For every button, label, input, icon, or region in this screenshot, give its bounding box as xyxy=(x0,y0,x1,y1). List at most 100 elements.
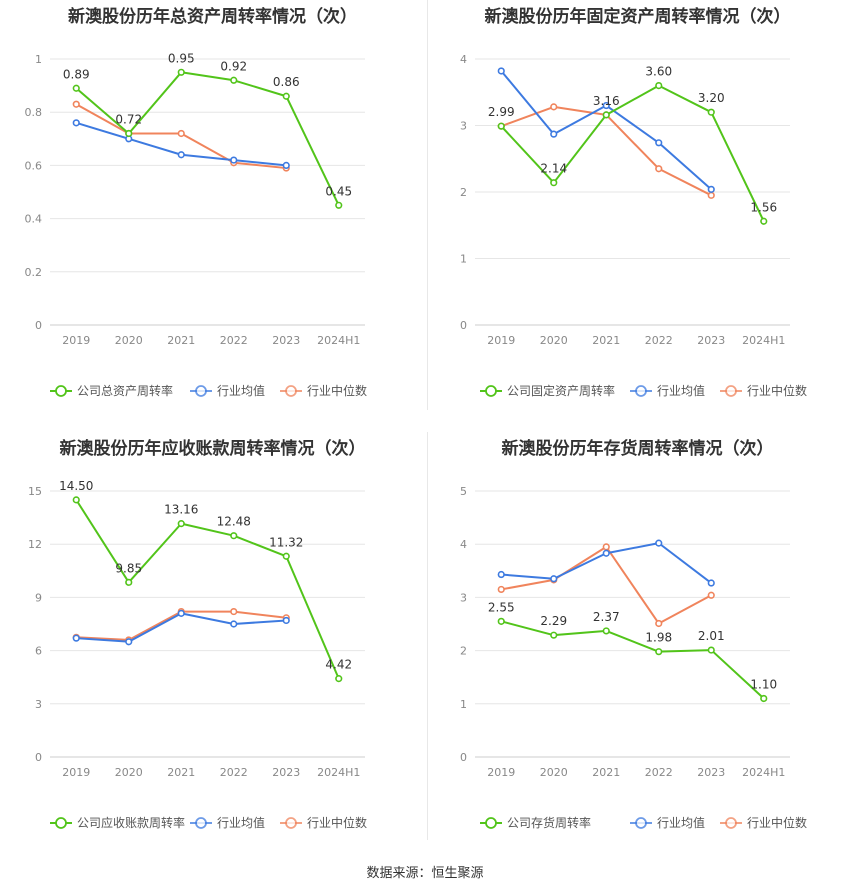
y-tick-label: 0.4 xyxy=(25,213,43,226)
x-tick-label: 2022 xyxy=(645,766,673,779)
data-point xyxy=(602,111,610,119)
x-tick-label: 2024H1 xyxy=(317,766,360,779)
y-tick-label: 1 xyxy=(35,53,42,66)
legend-marker xyxy=(55,817,67,829)
series-line xyxy=(76,612,287,643)
data-point xyxy=(602,101,610,110)
data-point xyxy=(72,496,80,504)
x-tick-label: 2020 xyxy=(540,766,568,779)
data-point xyxy=(760,217,768,225)
legend-marker xyxy=(195,385,207,397)
data-point xyxy=(125,129,133,138)
data-point xyxy=(335,201,343,209)
chart-svg: 0 1 2 3 4 2019 2020 2021 2022 2023 2024H1 2.99 2.14 3… xyxy=(460,53,807,398)
y-tick-label: 15 xyxy=(28,485,42,498)
data-label: 0.72 xyxy=(115,112,142,126)
data-point xyxy=(497,67,505,75)
chart-svg: 0 0.2 0.4 0.6 0.8 1 2019 2020 2021 2022 2023 2024H1… xyxy=(25,51,368,398)
y-tick-label: 0 xyxy=(460,751,467,764)
data-point xyxy=(655,81,663,90)
legend-marker xyxy=(635,385,647,397)
y-tick-label: 0.6 xyxy=(25,159,43,172)
x-tick-label: 2021 xyxy=(167,334,195,347)
data-label: 0.95 xyxy=(168,51,195,65)
data-point xyxy=(177,68,185,76)
legend-label: 行业中位数 xyxy=(747,383,807,398)
y-tick-label: 4 xyxy=(460,538,467,551)
data-source-note: 数据来源：恒生聚源 xyxy=(366,866,484,881)
x-tick-label: 2022 xyxy=(645,334,673,347)
data-point xyxy=(497,617,505,625)
legend-marker xyxy=(725,385,737,397)
y-tick-label: 3 xyxy=(460,591,467,604)
y-tick-label: 0 xyxy=(35,319,42,332)
series-line xyxy=(500,84,765,222)
data-point xyxy=(72,634,80,642)
divider xyxy=(427,432,428,840)
legend-label: 公司应收账款周转率 xyxy=(77,815,185,830)
chart-panel-fixed-asset-turnover: 新澳股份历年固定资产周转率情况（次） 0 1 2 3 4 2019 2020 2021 2022… xyxy=(425,0,850,430)
legend-marker xyxy=(485,817,497,829)
legend-label: 行业中位数 xyxy=(307,383,367,398)
data-label: 3.20 xyxy=(698,91,725,105)
data-label: 0.86 xyxy=(273,75,300,89)
data-point xyxy=(125,638,133,646)
y-tick-label: 3 xyxy=(35,698,42,711)
series-line xyxy=(75,499,340,680)
x-tick-label: 2024H1 xyxy=(317,334,360,347)
chart-svg: 0 1 2 3 4 5 2019 2020 2021 2022 2023 2024H1 2.55 2.29… xyxy=(460,485,807,830)
divider xyxy=(427,0,428,410)
data-point xyxy=(707,591,715,599)
data-label: 2.55 xyxy=(488,600,515,614)
x-tick-label: 2022 xyxy=(220,334,248,347)
y-tick-label: 5 xyxy=(460,485,467,498)
legend-label: 行业均值 xyxy=(657,815,705,830)
data-point xyxy=(230,156,238,164)
data-point xyxy=(177,151,185,159)
x-tick-label: 2021 xyxy=(167,766,195,779)
data-point xyxy=(602,549,610,557)
legend-marker xyxy=(635,817,647,829)
chart-title: 新澳股份历年应收账款周转率情况（次） xyxy=(59,439,366,459)
legend-marker xyxy=(195,817,207,829)
data-point xyxy=(707,191,715,199)
data-point xyxy=(655,648,663,656)
x-tick-label: 2023 xyxy=(272,334,300,347)
data-point xyxy=(707,646,715,654)
data-label: 3.60 xyxy=(645,65,672,79)
data-label: 2.14 xyxy=(540,162,567,176)
y-tick-label: 1 xyxy=(460,698,467,711)
data-point xyxy=(550,130,558,138)
data-label: 11.32 xyxy=(269,535,303,549)
data-point xyxy=(550,103,558,111)
data-point xyxy=(177,129,185,138)
data-point xyxy=(230,607,238,616)
x-tick-label: 2019 xyxy=(487,766,515,779)
data-point xyxy=(282,616,290,625)
x-tick-label: 2019 xyxy=(487,334,515,347)
data-point xyxy=(72,119,80,127)
data-label: 2.01 xyxy=(698,629,725,643)
data-point xyxy=(707,185,715,193)
series-line xyxy=(500,70,712,191)
y-tick-label: 12 xyxy=(28,538,42,551)
legend-marker xyxy=(285,817,297,829)
y-tick-label: 0.8 xyxy=(25,106,43,119)
data-point xyxy=(707,579,715,587)
chart-title: 新澳股份历年存货周转率情况（次） xyxy=(501,439,774,459)
series-line xyxy=(75,71,340,206)
data-point xyxy=(282,161,290,169)
data-label: 9.85 xyxy=(115,561,142,575)
legend-marker xyxy=(725,817,737,829)
data-label: 1.56 xyxy=(750,200,777,214)
legend-label: 行业中位数 xyxy=(307,815,367,830)
data-point xyxy=(282,92,290,100)
x-tick-label: 2020 xyxy=(115,334,143,347)
data-label: 4.42 xyxy=(325,658,352,672)
y-tick-label: 6 xyxy=(35,645,42,658)
y-tick-label: 4 xyxy=(460,53,467,66)
x-tick-label: 2023 xyxy=(697,334,725,347)
y-tick-label: 3 xyxy=(460,120,467,133)
legend-label: 公司存货周转率 xyxy=(507,815,591,830)
series-line xyxy=(500,620,765,700)
